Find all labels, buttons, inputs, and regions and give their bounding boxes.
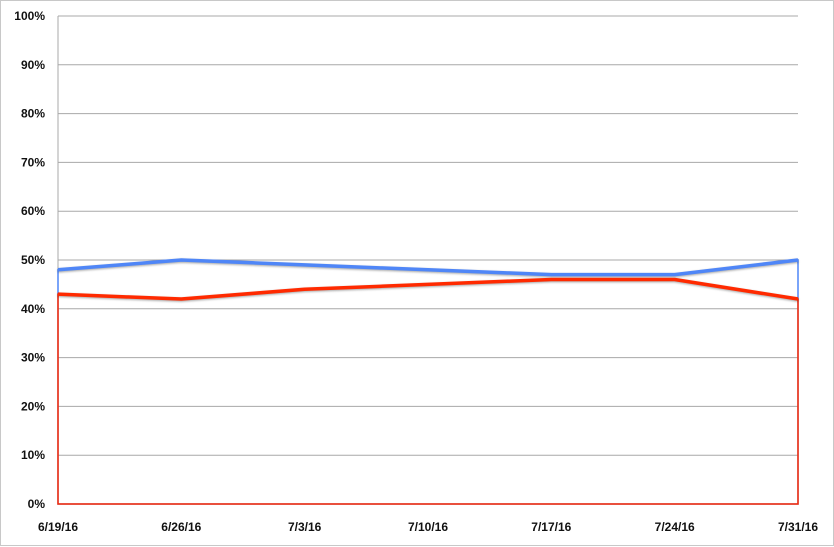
series-2-outline	[58, 280, 798, 504]
x-tick-label: 7/3/16	[288, 520, 322, 534]
y-tick-label: 90%	[21, 58, 45, 72]
y-tick-label: 40%	[21, 302, 45, 316]
y-tick-label: 0%	[28, 497, 46, 511]
x-tick-label: 6/26/16	[161, 520, 201, 534]
x-tick-label: 7/24/16	[655, 520, 695, 534]
x-tick-label: 7/10/16	[408, 520, 448, 534]
y-tick-label: 80%	[21, 107, 45, 121]
y-tick-label: 10%	[21, 448, 45, 462]
y-tick-label: 20%	[21, 399, 45, 413]
x-tick-label: 6/19/16	[38, 520, 78, 534]
y-tick-label: 70%	[21, 155, 45, 169]
y-tick-label: 100%	[14, 9, 45, 23]
y-tick-label: 30%	[21, 351, 45, 365]
x-tick-label: 7/31/16	[778, 520, 818, 534]
series-1-outline	[58, 260, 798, 504]
x-tick-label: 7/17/16	[531, 520, 571, 534]
series-2-line	[58, 280, 798, 300]
series-1-line	[58, 260, 798, 275]
y-tick-label: 60%	[21, 204, 45, 218]
y-tick-label: 50%	[21, 253, 45, 267]
